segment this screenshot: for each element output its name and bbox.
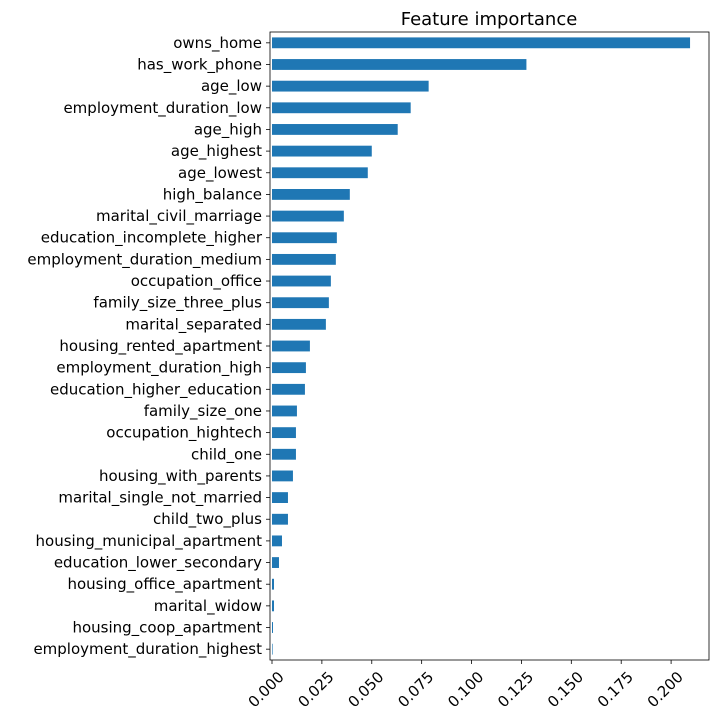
y-tick-label: housing_office_apartment: [67, 575, 262, 594]
x-tick-label: 0.025: [295, 668, 338, 711]
y-tick-label: employment_duration_low: [63, 99, 262, 118]
bar: [272, 383, 305, 395]
bar: [272, 600, 274, 612]
y-tick-label: age_lowest: [178, 164, 262, 183]
bar: [272, 535, 282, 547]
plot-area: owns_home has_work_phone age_low employment…: [27, 31, 710, 711]
bar: [272, 59, 527, 70]
bar: [272, 492, 288, 503]
bar: [272, 470, 293, 482]
x-tick-label: 0.050: [344, 668, 387, 711]
bar: [272, 557, 279, 568]
bar: [272, 102, 411, 114]
bar: [272, 232, 337, 244]
x-tick-label: 0.075: [394, 668, 437, 711]
bar: [272, 189, 350, 200]
y-tick-label: education_higher_education: [50, 380, 262, 399]
bar: [272, 513, 288, 525]
y-tick-label: education_incomplete_higher: [41, 229, 263, 248]
bar: [272, 448, 296, 460]
y-tick-label: employment_duration_high: [56, 359, 262, 378]
y-tick-label: education_lower_secondary: [54, 554, 262, 573]
y-tick-label: occupation_hightech: [106, 424, 262, 443]
y-tick-label: child_two_plus: [153, 510, 262, 529]
chart-title: Feature importance: [401, 9, 578, 30]
y-tick-label: age_low: [201, 77, 262, 96]
y-tick-label: housing_coop_apartment: [72, 619, 262, 638]
x-tick-label: 0.000: [245, 668, 288, 711]
bar: [272, 340, 310, 352]
y-tick-label: child_one: [191, 445, 262, 464]
bar: [272, 275, 331, 287]
plot-frame: [269, 31, 710, 661]
y-tick-label: housing_rented_apartment: [59, 337, 262, 356]
y-tick-label: marital_widow: [154, 597, 262, 616]
y-tick-label: marital_civil_marriage: [96, 207, 262, 226]
x-tick-label: 0.125: [494, 668, 537, 711]
bar: [272, 80, 429, 92]
bar: [272, 362, 306, 374]
y-tick-label: housing_municipal_apartment: [36, 532, 263, 551]
y-tick-label: family_size_one: [144, 402, 262, 421]
y-tick-label: housing_with_parents: [99, 467, 262, 486]
bar: [272, 622, 273, 633]
y-tick-label: employment_duration_highest: [33, 640, 262, 659]
bar: [272, 297, 329, 309]
bar: [272, 318, 326, 330]
x-tick-label: 0.175: [594, 668, 637, 711]
y-tick-label: has_work_phone: [137, 55, 262, 74]
y-tick-label: owns_home: [173, 34, 262, 53]
x-tick-label: 0.150: [544, 668, 587, 711]
y-tick-label: marital_separated: [125, 315, 262, 334]
bar: [272, 210, 344, 222]
bar: [272, 167, 368, 179]
y-tick-label: family_size_three_plus: [93, 294, 262, 313]
y-tick-label: marital_single_not_married: [58, 489, 262, 508]
bar: [272, 643, 273, 655]
bar: [272, 427, 296, 439]
y-tick-label: high_balance: [163, 185, 262, 204]
bar: [272, 405, 297, 417]
bar: [272, 253, 336, 265]
y-tick-label: age_highest: [171, 142, 262, 161]
y-tick-label: occupation_office: [131, 272, 262, 291]
bar: [272, 145, 372, 157]
x-tick-label: 0.200: [644, 668, 687, 711]
x-tick-label: 0.100: [444, 668, 487, 711]
y-tick-label: age_high: [194, 120, 262, 139]
bar: [272, 124, 398, 135]
bar: [272, 578, 274, 590]
bar: [272, 37, 691, 49]
y-tick-label: employment_duration_medium: [27, 250, 262, 269]
